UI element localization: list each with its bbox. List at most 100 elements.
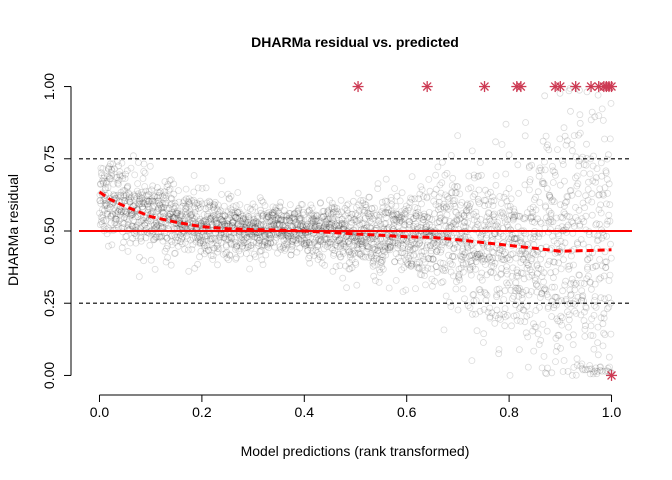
residual-point: [496, 246, 504, 254]
residual-point: [375, 266, 383, 274]
residual-point: [386, 246, 394, 254]
residual-point: [145, 197, 152, 205]
residual-point: [125, 215, 133, 223]
residual-point: [311, 217, 319, 225]
residual-point: [306, 223, 314, 231]
residual-point: [527, 234, 534, 242]
residual-point: [359, 197, 367, 204]
residual-point: [526, 266, 534, 274]
residual-point: [521, 215, 528, 223]
residual-point: [126, 191, 134, 199]
residual-point: [432, 171, 440, 179]
residual-point: [315, 222, 323, 230]
residual-point: [142, 234, 150, 242]
residual-point: [507, 226, 515, 234]
residual-point: [295, 215, 303, 223]
residual-point: [530, 347, 538, 355]
residual-point: [170, 205, 178, 213]
residual-point: [377, 241, 385, 249]
residual-point: [304, 233, 312, 241]
residual-point: [101, 200, 109, 207]
residual-point: [401, 221, 409, 229]
residual-point: [399, 241, 407, 249]
residual-point: [224, 208, 232, 216]
residual-point: [354, 211, 362, 219]
residual-point: [272, 233, 280, 241]
residual-point: [130, 217, 138, 224]
residual-point: [354, 237, 361, 245]
residual-point: [172, 234, 180, 242]
residual-point: [324, 210, 332, 218]
residual-point: [227, 240, 235, 248]
residual-point: [458, 198, 466, 206]
residual-point: [255, 236, 263, 244]
residual-point: [253, 222, 261, 230]
residual-point: [191, 215, 199, 223]
residual-point: [178, 212, 186, 220]
residual-point: [196, 253, 203, 261]
residual-point: [212, 229, 220, 237]
residual-point: [464, 302, 472, 310]
residual-point: [400, 221, 408, 229]
residual-point: [194, 229, 202, 237]
outlier-marker: [421, 81, 433, 93]
residual-point: [264, 239, 272, 247]
residual-point: [359, 220, 366, 228]
residual-point: [365, 193, 373, 201]
residual-point: [372, 245, 379, 253]
residual-point: [449, 197, 457, 205]
residual-point: [149, 202, 157, 210]
residual-point: [512, 301, 519, 309]
residual-point: [290, 217, 298, 225]
residual-point: [452, 208, 459, 216]
residual-point: [465, 172, 473, 180]
residual-point: [415, 258, 423, 266]
residual-point: [471, 190, 479, 198]
residual-point: [384, 245, 392, 253]
residual-point: [312, 222, 319, 230]
residual-point: [227, 239, 235, 247]
residual-point: [106, 195, 113, 202]
residual-point: [498, 255, 506, 263]
residual-point: [266, 217, 274, 225]
residual-point: [178, 235, 185, 243]
residual-point: [191, 209, 199, 216]
residual-point: [357, 197, 365, 204]
residual-point: [128, 223, 136, 231]
residual-point: [149, 182, 157, 190]
residual-point: [193, 232, 201, 240]
residual-point: [129, 152, 137, 160]
residual-point: [323, 219, 331, 227]
residual-point: [427, 249, 435, 257]
residual-point: [459, 285, 467, 293]
residual-point: [134, 210, 142, 218]
residual-point: [439, 203, 447, 211]
residual-point: [280, 242, 288, 250]
residual-point: [416, 237, 424, 244]
residual-point: [475, 186, 483, 194]
residual-point: [302, 222, 310, 230]
residual-point: [367, 212, 375, 220]
residual-point: [475, 251, 483, 258]
residual-point: [465, 204, 473, 212]
residual-point: [394, 237, 402, 245]
residual-point: [210, 234, 218, 242]
residual-point: [522, 119, 529, 126]
residual-point: [525, 247, 532, 255]
residual-point: [496, 289, 504, 297]
residual-point: [189, 214, 196, 222]
residual-point: [225, 194, 233, 202]
residual-point: [516, 250, 524, 258]
residual-point: [185, 201, 193, 209]
residual-point: [414, 241, 422, 249]
residual-point: [320, 245, 328, 253]
residual-point: [441, 191, 449, 199]
residual-point: [507, 235, 515, 243]
residual-point: [411, 240, 419, 248]
residual-point: [353, 204, 360, 211]
residual-point: [298, 201, 306, 209]
residual-point: [283, 231, 291, 239]
residual-point: [323, 243, 331, 251]
residual-point: [389, 239, 397, 246]
residual-point: [105, 205, 113, 213]
